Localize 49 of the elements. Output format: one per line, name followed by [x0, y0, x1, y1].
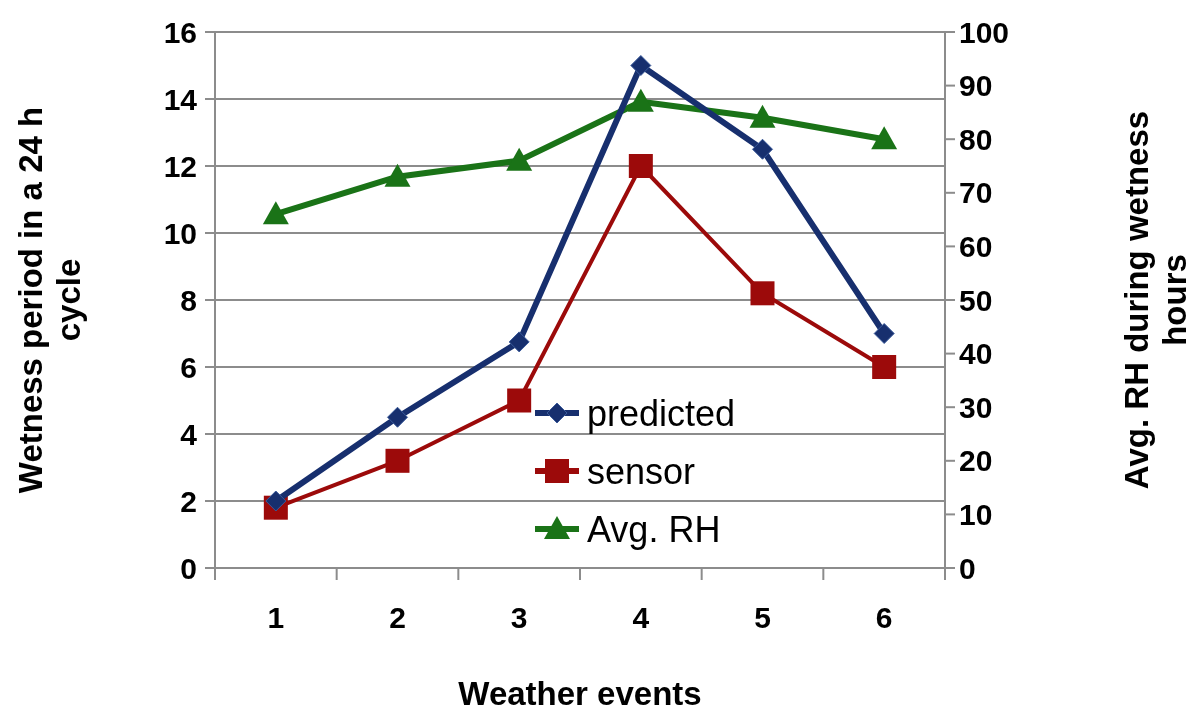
y-tick-label: 14 — [163, 82, 198, 116]
legend-label: Avg. RH — [587, 508, 721, 550]
point — [630, 55, 652, 76]
y2-tick-label: 40 — [959, 337, 993, 371]
point — [627, 88, 654, 112]
y2-tick-label: 10 — [959, 497, 993, 531]
y-tick-label: 10 — [163, 216, 197, 250]
x-tick-label: 3 — [510, 601, 528, 634]
point — [265, 490, 287, 512]
point — [871, 126, 898, 150]
point — [385, 448, 410, 473]
y2-tick-label: 80 — [959, 122, 993, 156]
x-tick-label: 4 — [632, 601, 650, 634]
y-tick-label: 12 — [163, 149, 197, 183]
point — [752, 138, 773, 160]
y-tick-label: 0 — [180, 551, 197, 585]
y2-tick-label: 30 — [959, 390, 993, 424]
point — [872, 355, 897, 379]
legend-label: sensor — [587, 450, 696, 492]
y-axis-title: Wetness period in a 24 h cycle — [12, 106, 87, 494]
point — [749, 104, 776, 128]
point — [387, 406, 408, 428]
point — [506, 147, 533, 171]
point — [628, 154, 653, 178]
y2-tick-label: 100 — [959, 15, 1010, 49]
y2-tick-label: 90 — [959, 69, 993, 103]
point — [873, 323, 895, 344]
point — [750, 281, 775, 306]
point — [507, 388, 532, 413]
y2-tick-label: 50 — [959, 283, 993, 317]
y-tick-label: 8 — [180, 283, 197, 317]
y2-tick-label: 20 — [959, 444, 993, 478]
y-tick-label: 2 — [180, 484, 197, 518]
x-tick-label: 5 — [754, 601, 771, 634]
y2-tick-label: 60 — [959, 229, 993, 263]
point — [384, 163, 411, 187]
y2-tick-label: 0 — [959, 551, 976, 585]
y-tick-label: 16 — [163, 15, 197, 49]
x-axis-title: Weather events — [458, 675, 702, 712]
point — [262, 201, 289, 225]
y2-axis-title: Avg. RH during wetness hours — [1118, 110, 1193, 490]
point — [508, 331, 530, 353]
y-tick-label: 4 — [180, 417, 198, 451]
x-tick-label: 2 — [389, 601, 406, 634]
x-tick-label: 1 — [267, 601, 285, 634]
y-tick-label: 6 — [180, 350, 197, 384]
y2-tick-label: 70 — [959, 176, 993, 210]
x-tick-label: 6 — [875, 601, 893, 634]
legend-label: predicted — [587, 392, 736, 434]
